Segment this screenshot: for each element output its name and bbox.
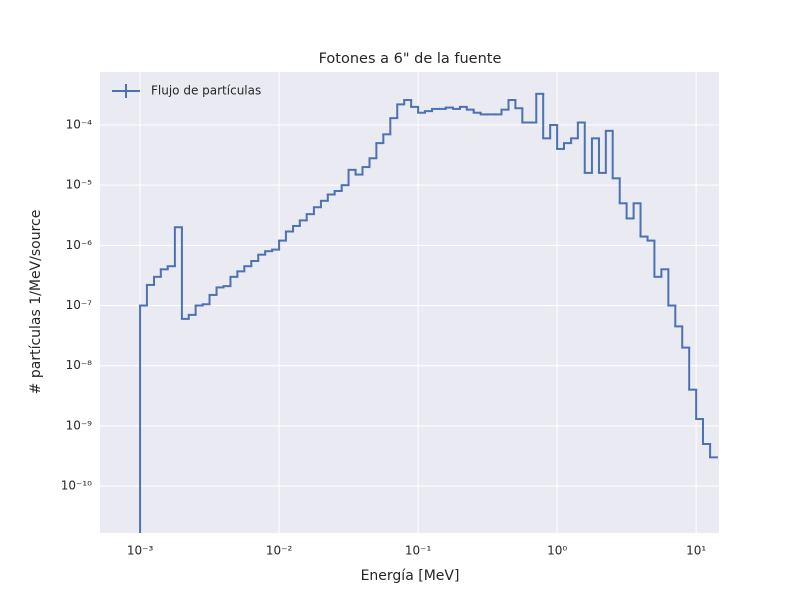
y-tick-label: 10⁻⁸ [66, 358, 93, 372]
plot-area [100, 72, 719, 533]
y-tick-label: 10⁻⁹ [66, 418, 93, 432]
legend-label: Flujo de partículas [151, 84, 261, 98]
legend: Flujo de partículas [112, 84, 261, 98]
y-tick-label: 10⁻⁵ [66, 178, 93, 192]
y-tick-label: 10⁻⁷ [66, 298, 93, 312]
x-tick-label: 10⁻³ [127, 544, 154, 558]
y-tick-label: 10⁻⁴ [66, 118, 93, 132]
grid [100, 72, 719, 533]
x-axis-label: Energía [MeV] [361, 568, 460, 584]
marks [139, 92, 718, 533]
y-tick-label: 10⁻⁶ [66, 238, 93, 252]
y-axis-label: # partículas 1/MeV/source [28, 210, 44, 395]
x-tick-label: 10⁻² [266, 544, 293, 558]
x-tick-label: 10⁻¹ [405, 544, 432, 558]
x-tick-label: 10⁰ [547, 544, 567, 558]
chart-title: Fotones a 6" de la fuente [319, 51, 502, 67]
x-tick-label: 10¹ [686, 544, 706, 558]
y-tick-label: 10⁻¹⁰ [61, 479, 92, 493]
